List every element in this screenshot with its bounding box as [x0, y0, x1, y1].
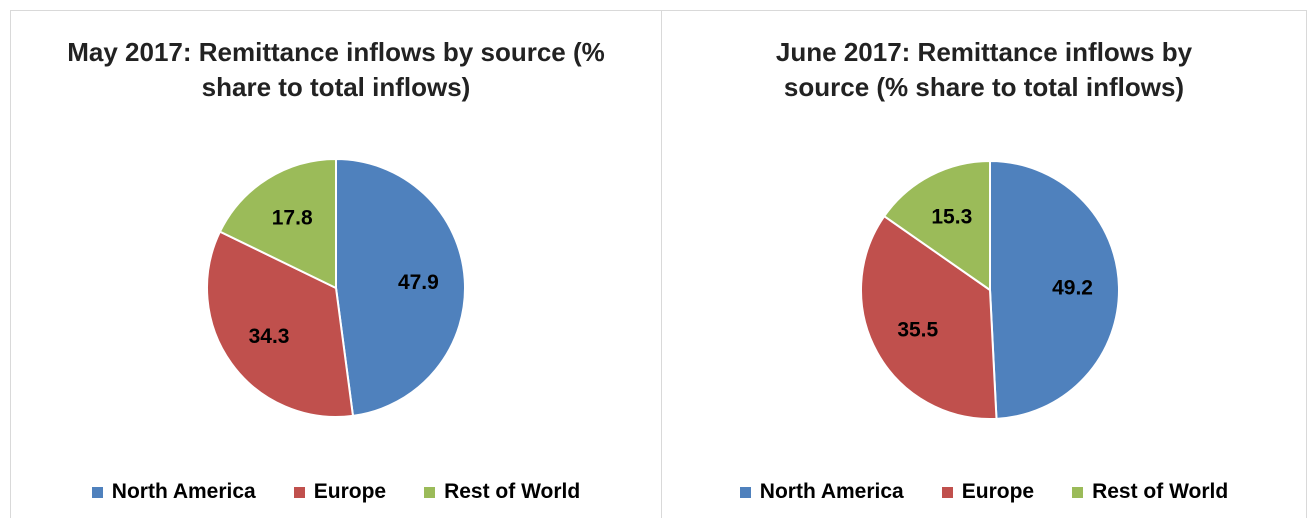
pie-slice-europe	[860, 214, 998, 420]
legend-swatch	[424, 486, 436, 498]
legend-label: North America	[759, 480, 904, 503]
pie-slice-north-america	[335, 157, 467, 418]
legend-label: Rest of World	[444, 480, 581, 503]
legend-item-europe: Europe	[293, 480, 387, 504]
data-label-rest-of-world: 15.3	[931, 205, 972, 228]
legend-label: North America	[111, 480, 256, 503]
legend-label: Europe	[961, 480, 1035, 503]
legend-swatch	[1072, 486, 1084, 498]
data-label-europe: 35.5	[897, 319, 938, 342]
chart-title: June 2017: Remittance inflows by source …	[775, 37, 1193, 102]
legend-item-rest-of-world: Rest of World	[424, 480, 580, 504]
pie-slice-north-america	[989, 159, 1120, 420]
chart-legend: North America Europe Rest of World	[662, 480, 1306, 504]
legend-item-north-america: North America	[91, 480, 256, 504]
legend-label: Europe	[313, 480, 387, 503]
chart-panel-june: June 2017: Remittance inflows by source …	[662, 10, 1307, 518]
chart-panel-may: May 2017: Remittance inflows by source (…	[10, 10, 662, 518]
pie-chart: 49.2 35.5 15.3	[860, 159, 1120, 420]
legend-swatch	[293, 486, 305, 498]
chart-title: May 2017: Remittance inflows by source (…	[67, 37, 605, 102]
legend-item-rest-of-world: Rest of World	[1072, 480, 1228, 504]
data-label-north-america: 47.9	[398, 271, 439, 294]
data-label-europe: 34.3	[249, 325, 290, 348]
pie-chart: 47.9 34.3 17.8	[206, 157, 467, 418]
pie-slice-europe	[206, 230, 355, 418]
legend-item-europe: Europe	[941, 480, 1035, 504]
pie-slice-rest-of-world	[218, 157, 337, 290]
legend-swatch	[739, 486, 751, 498]
legend-label: Rest of World	[1092, 480, 1229, 503]
chart-legend: North America Europe Rest of World	[11, 480, 661, 504]
data-label-north-america: 49.2	[1052, 276, 1093, 299]
legend-item-north-america: North America	[739, 480, 904, 504]
legend-swatch	[941, 486, 953, 498]
legend-swatch	[91, 486, 103, 498]
data-label-rest-of-world: 17.8	[272, 207, 313, 230]
pie-slice-rest-of-world	[882, 159, 991, 292]
